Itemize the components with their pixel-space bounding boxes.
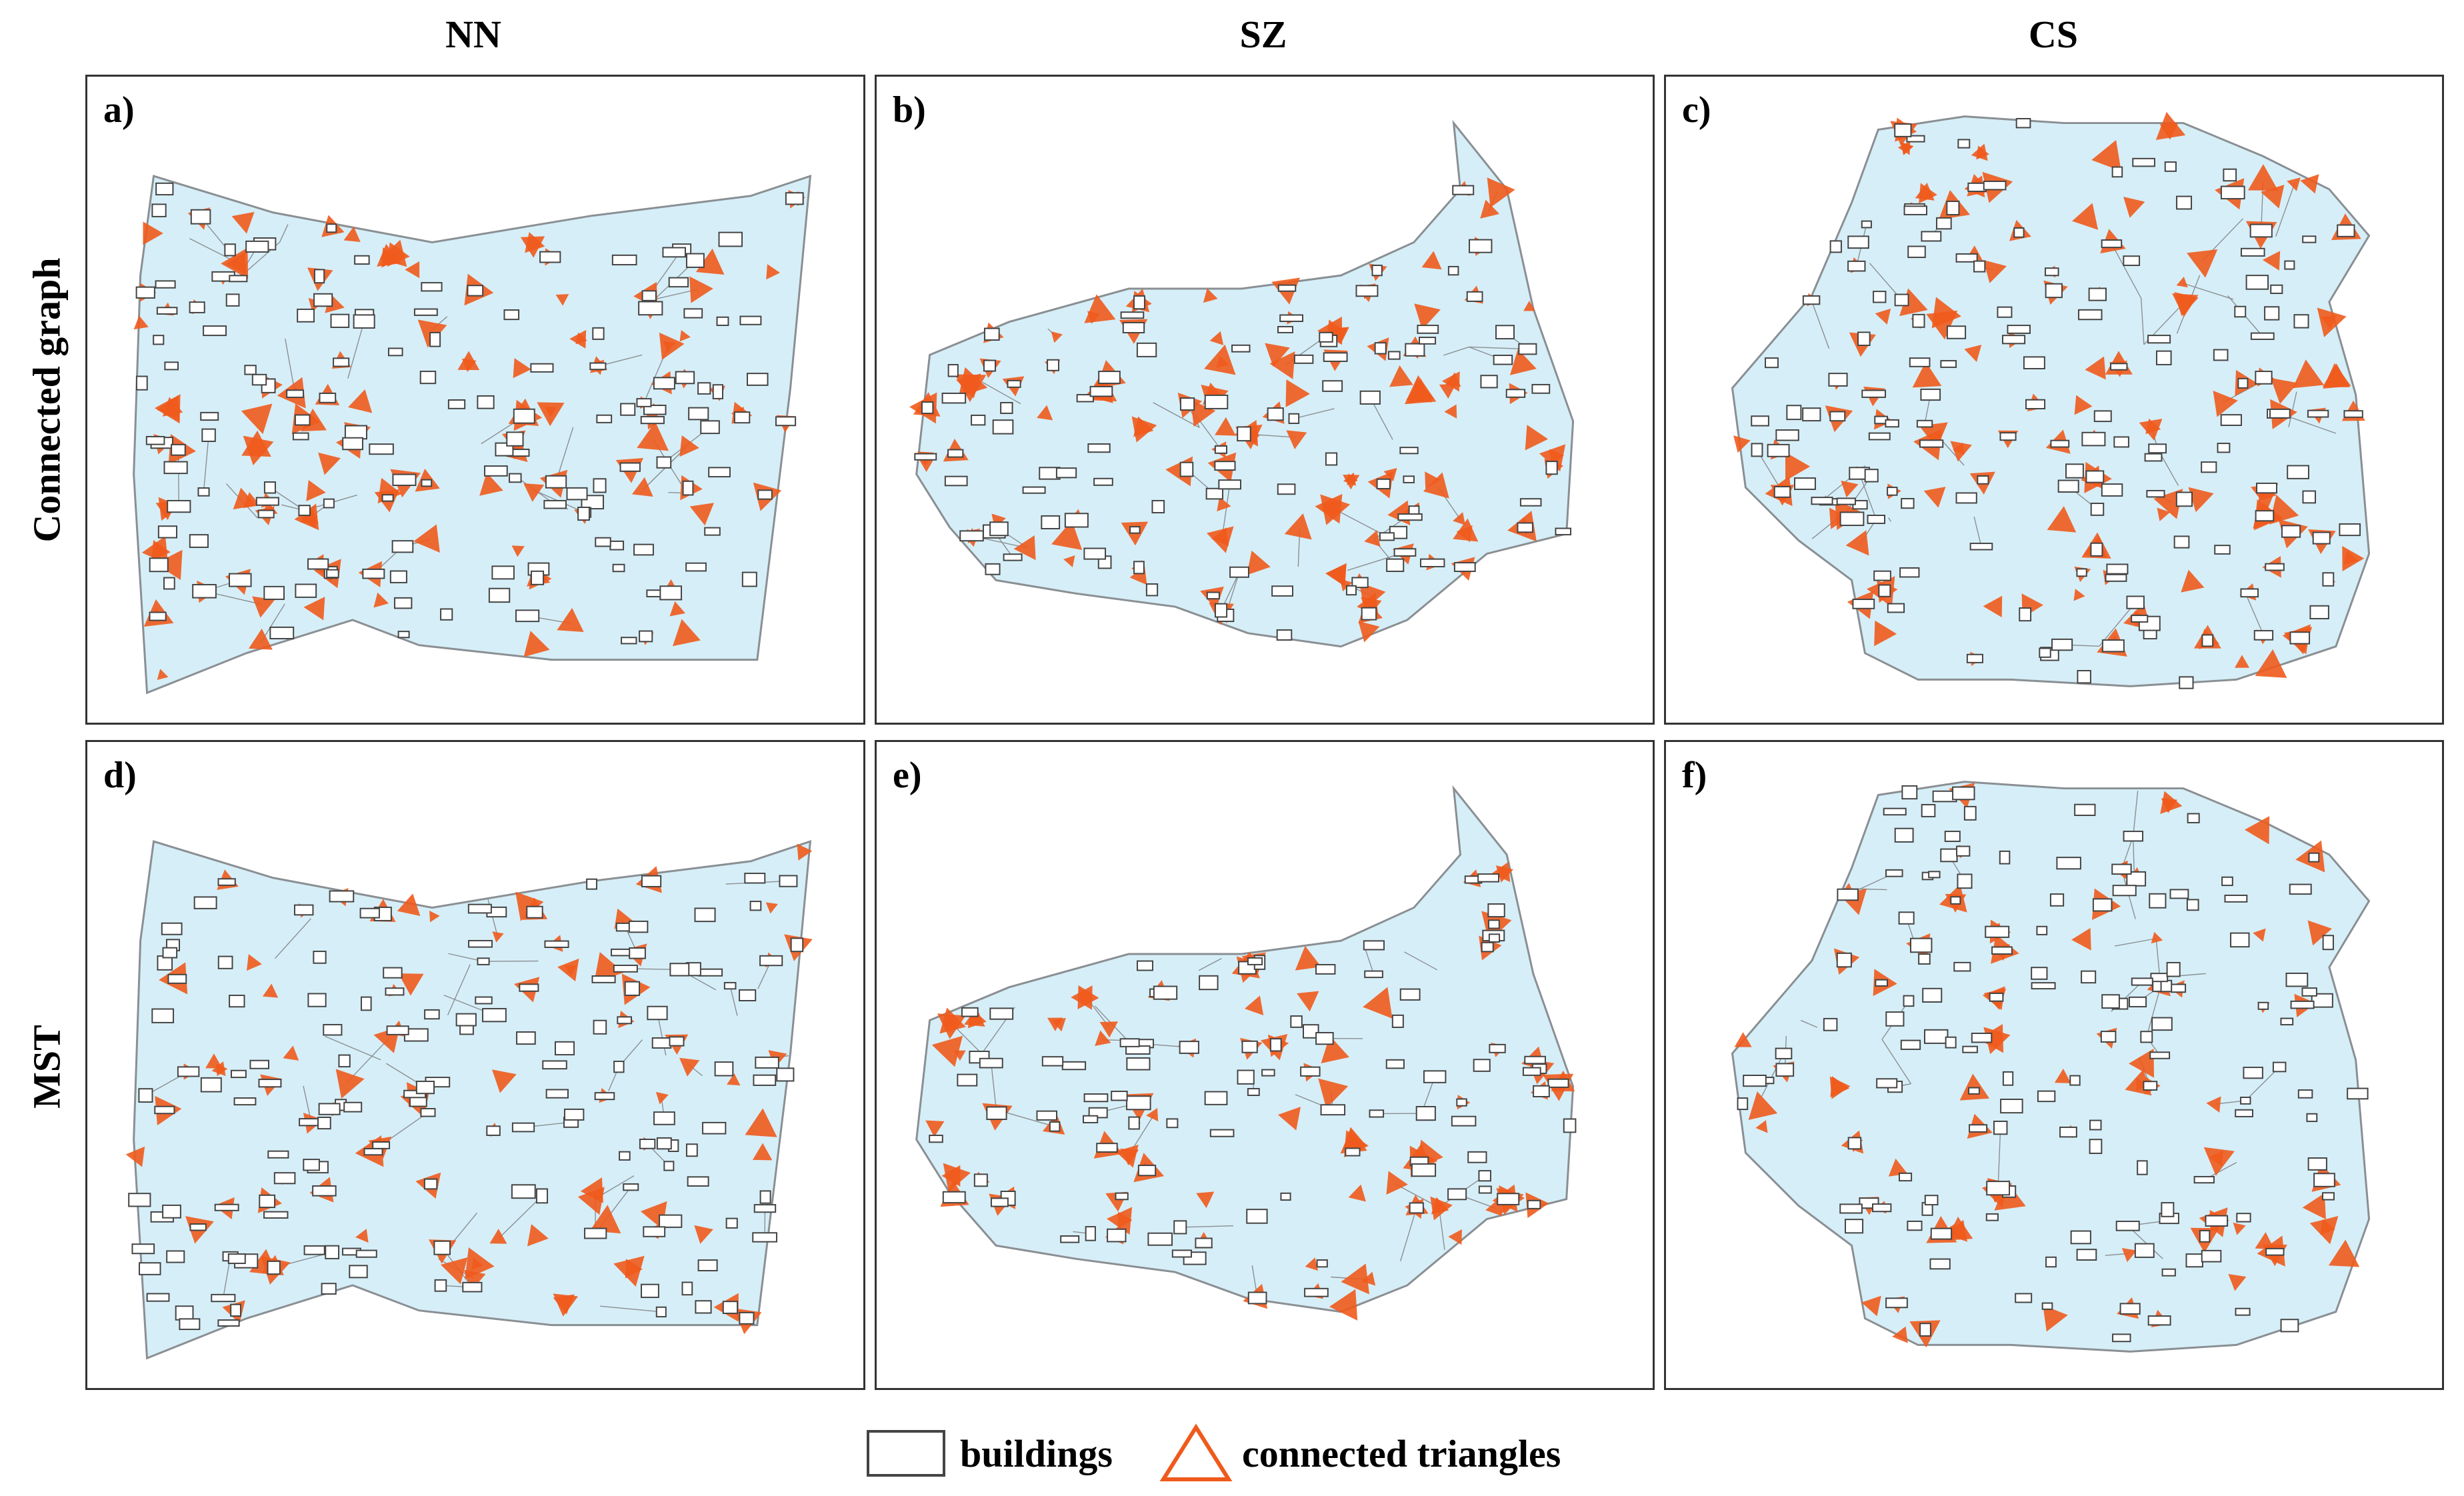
column-header-sz: SZ (1239, 13, 1287, 56)
legend-buildings-label: buildings (960, 1431, 1113, 1475)
panel-label-d: d) (103, 755, 137, 796)
panel-label-e: e) (893, 755, 922, 796)
map-nn-connected-graph (133, 174, 812, 695)
panel-label-f: f) (1682, 755, 1707, 796)
panel-a: a) (85, 75, 865, 725)
panel-d: d) (85, 740, 865, 1390)
panel-label-a: a) (103, 89, 135, 131)
legend: buildings connected triangles (867, 1420, 1607, 1487)
panel-e: e) (875, 740, 1655, 1390)
map-sz-connected-graph (909, 119, 1575, 648)
panel-c: c) (1664, 75, 2444, 725)
triangle-icon (1159, 1423, 1233, 1481)
row-label-connected-graph: Connected graph (25, 257, 69, 543)
panel-label-b: b) (893, 89, 926, 131)
panel-f: f) (1664, 740, 2444, 1390)
map-cs-mst (1731, 781, 2371, 1353)
legend-building-swatch (867, 1430, 945, 1477)
map-cs-connected-graph (1731, 111, 2371, 689)
map-sz-mst (915, 785, 1577, 1321)
panel-b: b) (875, 75, 1655, 725)
column-header-cs: CS (2028, 13, 2079, 56)
map-nn-mst (125, 839, 813, 1360)
column-header-nn: NN (445, 13, 501, 56)
legend-connected-triangles-label: connected triangles (1241, 1431, 1561, 1475)
row-label-mst: MST (25, 1025, 69, 1109)
panel-label-c: c) (1682, 89, 1711, 131)
